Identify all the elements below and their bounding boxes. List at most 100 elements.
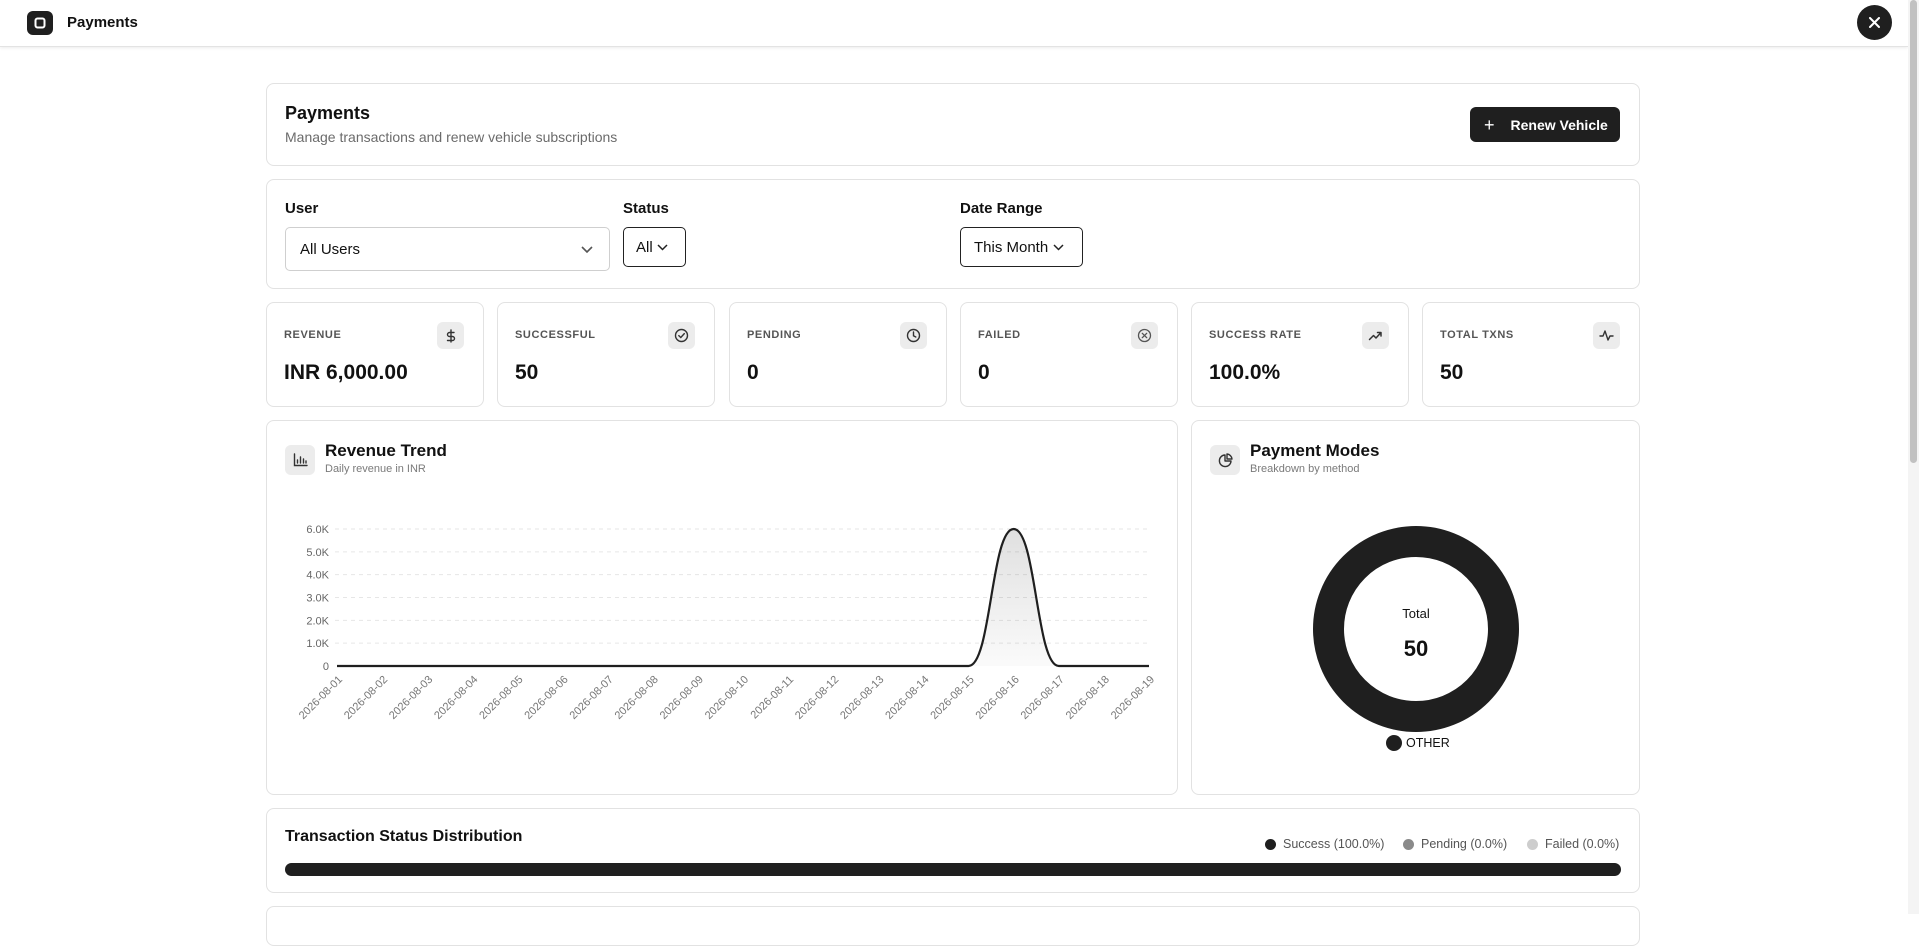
legend-pending: Pending (0.0%) [1403, 837, 1507, 851]
x-tick-label: 2026-08-03 [387, 674, 435, 722]
date-range-value: This Month [974, 238, 1049, 256]
x-tick-label: 2026-08-10 [703, 674, 751, 722]
kpi-label: TOTAL TXNS [1440, 329, 1514, 341]
close-button[interactable] [1857, 5, 1892, 40]
legend-swatch [1386, 735, 1402, 751]
x-tick-label: 2026-08-07 [568, 674, 616, 722]
date-range-label: Date Range [960, 200, 1043, 217]
page-title: Payments [285, 103, 371, 123]
plus-icon: + [1484, 114, 1495, 135]
kpi-label: SUCCESSFUL [515, 329, 596, 341]
payment-modes-subtitle: Breakdown by method [1250, 463, 1360, 475]
kpi-value: 50 [1440, 361, 1464, 384]
kpi-value: 100.0% [1209, 361, 1281, 384]
revenue-trend-card: Revenue Trend Daily revenue in INR 0 1.0K… [266, 420, 1178, 795]
chevron-down-icon [581, 246, 593, 254]
renew-vehicle-label: Renew Vehicle [1510, 116, 1608, 133]
x-tick-label: 2026-08-14 [883, 674, 931, 722]
app-title: Payments [67, 14, 138, 31]
user-filter-label: User [285, 200, 319, 217]
revenue-series-line [337, 527, 1149, 668]
next-section-card [266, 906, 1640, 946]
distribution-bar-track [285, 863, 1621, 876]
x-tick-label: 2026-08-01 [297, 674, 345, 722]
revenue-trend-title: Revenue Trend [325, 441, 447, 460]
dollar-icon [437, 322, 464, 349]
kpi-value: 50 [515, 361, 539, 384]
x-tick-label: 2026-08-09 [658, 674, 706, 722]
x-tick-label: 2026-08-12 [793, 674, 841, 722]
pie-chart-icon [1210, 445, 1240, 475]
kpi-label: REVENUE [284, 329, 342, 341]
date-range-select[interactable]: This Month [960, 227, 1083, 267]
status-select-value: All [636, 238, 653, 256]
payment-modes-card: Payment Modes Breakdown by method Total … [1191, 420, 1640, 795]
legend-label: Pending (0.0%) [1421, 837, 1508, 851]
y-tick-label: 5.0K [306, 547, 329, 559]
x-tick-label: 2026-08-04 [432, 674, 480, 722]
legend-dot [1403, 838, 1414, 850]
x-circle-icon [1131, 322, 1158, 349]
status-distribution-card: Transaction Status Distribution Success … [266, 808, 1640, 893]
status-select[interactable]: All [623, 227, 686, 267]
clock-icon [900, 322, 927, 349]
scrollbar-thumb[interactable] [1910, 0, 1917, 463]
check-circle-icon [668, 322, 695, 349]
legend-label: Success (100.0%) [1283, 837, 1385, 851]
x-tick-label: 2026-08-06 [522, 674, 570, 722]
status-filter-label: Status [623, 200, 669, 217]
legend-dot [1265, 838, 1276, 850]
kpi-card-success-rate: SUCCESS RATE 100.0% [1191, 302, 1409, 407]
x-tick-label: 2026-08-05 [477, 674, 525, 722]
distribution-bar-success [285, 863, 1621, 876]
trending-up-icon [1362, 322, 1389, 349]
kpi-value: 0 [978, 361, 990, 384]
x-tick-label: 2026-08-02 [342, 674, 390, 722]
legend-dot [1527, 838, 1538, 850]
kpi-value: INR 6,000.00 [284, 361, 408, 384]
y-tick-label: 3.0K [306, 593, 329, 605]
x-tick-label: 2026-08-19 [1109, 674, 1157, 722]
distribution-title: Transaction Status Distribution [285, 828, 523, 845]
renew-vehicle-button[interactable]: + Renew Vehicle [1470, 107, 1620, 142]
y-tick-label: 0 [323, 661, 329, 673]
chevron-down-icon [657, 243, 668, 251]
kpi-card-revenue: REVENUE INR 6,000.00 [266, 302, 484, 407]
kpi-card-pending: PENDING 0 [729, 302, 947, 407]
user-select[interactable]: All Users [285, 227, 610, 271]
kpi-card-successful: SUCCESSFUL 50 [497, 302, 715, 407]
y-tick-label: 6.0K [306, 524, 329, 536]
page-subtitle: Manage transactions and renew vehicle su… [285, 129, 618, 145]
y-tick-label: 4.0K [306, 570, 329, 582]
payment-modes-legend: OTHER [1386, 735, 1450, 751]
legend-success: Success (100.0%) [1265, 837, 1384, 851]
app-logo-icon [27, 11, 53, 35]
close-icon [1869, 17, 1880, 28]
x-tick-label: 2026-08-11 [749, 674, 797, 722]
kpi-label: PENDING [747, 329, 802, 341]
x-tick-label: 2026-08-08 [613, 674, 661, 722]
x-tick-label: 2026-08-13 [838, 674, 886, 722]
filters-card: User All Users Status All Date Range Thi… [266, 179, 1640, 289]
x-tick-label: 2026-08-15 [928, 674, 976, 722]
kpi-value: 0 [747, 361, 759, 384]
bar-chart-icon [285, 445, 315, 475]
donut-center-label: Total [1402, 606, 1430, 621]
revenue-trend-chart: 01.0K2.0K3.0K4.0K5.0K6.0K2026-08-012026-… [297, 524, 1157, 722]
x-tick-label: 2026-08-18 [1064, 674, 1112, 722]
x-tick-label: 2026-08-17 [1019, 674, 1067, 722]
chevron-down-icon [1053, 243, 1064, 251]
y-tick-label: 1.0K [306, 638, 329, 650]
payment-modes-title: Payment Modes [1250, 441, 1380, 460]
legend-label: Failed (0.0%) [1545, 837, 1620, 851]
activity-icon [1593, 322, 1620, 349]
y-tick-label: 2.0K [306, 615, 329, 627]
revenue-trend-subtitle: Daily revenue in INR [325, 463, 426, 475]
kpi-label: FAILED [978, 329, 1021, 341]
kpi-card-total-txns: TOTAL TXNS 50 [1422, 302, 1640, 407]
legend-label: OTHER [1406, 736, 1450, 750]
donut-slice [1313, 526, 1519, 732]
kpi-card-failed: FAILED 0 [960, 302, 1178, 407]
x-tick-label: 2026-08-16 [974, 674, 1022, 722]
page-header-card: Payments Manage transactions and renew v… [266, 83, 1640, 166]
